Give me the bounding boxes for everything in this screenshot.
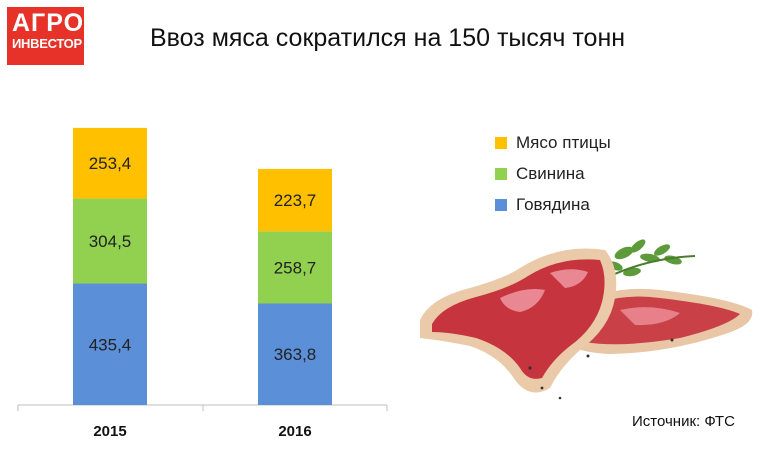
- legend-item-pork: Свинина: [495, 158, 611, 189]
- bar-pork-2016: [258, 231, 332, 304]
- bar-pork-2015: [73, 198, 147, 284]
- legend-label-beef: Говядина: [516, 194, 590, 214]
- data-label-pork-2016: 258,7: [274, 258, 317, 277]
- bar-poultry-2016: [258, 168, 332, 232]
- legend-swatch-beef: [495, 198, 507, 211]
- data-label-pork-2015: 304,5: [89, 232, 132, 251]
- legend-item-poultry: Мясо птицы: [495, 127, 611, 158]
- legend-label-poultry: Мясо птицы: [516, 132, 611, 152]
- x-tick-label-2015: 2015: [93, 423, 126, 440]
- logo-line-2: ИНВЕСТОР: [12, 36, 82, 51]
- data-label-poultry-2016: 223,7: [274, 191, 317, 210]
- data-label-beef-2015: 435,4: [89, 335, 132, 354]
- x-tick-label-2016: 2016: [278, 423, 311, 440]
- bar-beef-2015: [73, 283, 147, 405]
- bar-poultry-2015: [73, 127, 147, 199]
- data-label-poultry-2015: 253,4: [89, 154, 132, 173]
- legend-swatch-pork: [495, 167, 507, 180]
- steak-illustration: [420, 239, 753, 400]
- chart-title: Ввоз мяса сократился на 150 тысяч тонн: [150, 24, 626, 52]
- logo-line-1: АГРО: [12, 9, 84, 37]
- legend-item-beef: Говядина: [495, 189, 611, 220]
- legend: Мясо птицы Свинина Говядина: [495, 127, 611, 220]
- data-label-beef-2016: 363,8: [274, 345, 317, 364]
- legend-swatch-poultry: [495, 136, 507, 149]
- source-note: Источник: ФТС: [632, 413, 735, 430]
- bar-beef-2016: [258, 303, 332, 405]
- logo: АГРО ИНВЕСТОР: [7, 7, 84, 65]
- legend-label-pork: Свинина: [516, 163, 585, 183]
